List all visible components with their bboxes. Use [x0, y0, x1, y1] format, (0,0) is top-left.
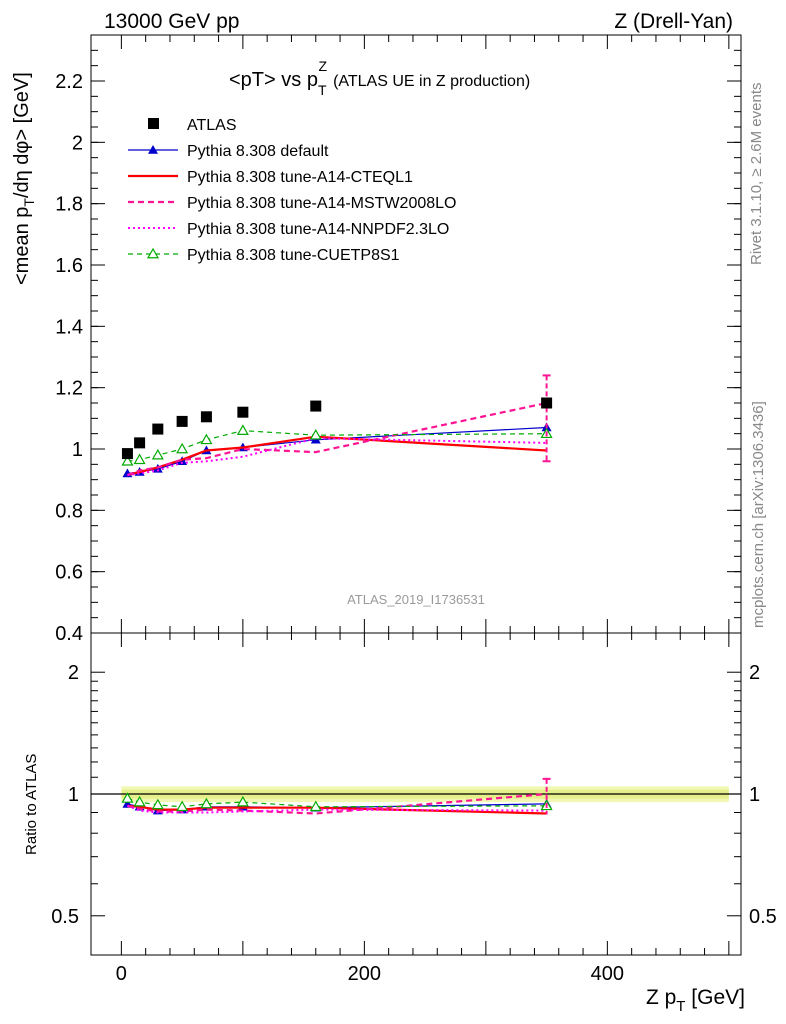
- ratio-tick-label: 2: [68, 662, 79, 684]
- ratio-y-ticks: 0.5 0.5 1 1 2 2: [51, 662, 777, 928]
- open-triangle-marker: [151, 448, 164, 460]
- header-left: 13000 GeV pp: [104, 10, 239, 33]
- atlas-data-point: [134, 437, 146, 449]
- ratio-y-axis-label: Ratio to ATLAS: [23, 754, 40, 855]
- open-triangle-marker: [133, 795, 146, 807]
- ratio-tick-label: 1: [68, 784, 79, 806]
- open-triangle-marker: [176, 800, 189, 812]
- open-triangle-marker: [309, 800, 322, 812]
- y-tick-label: 0.8: [55, 500, 83, 522]
- triangle-marker: [148, 145, 158, 154]
- y-tick-label: 1: [72, 439, 83, 461]
- open-triangle-marker: [121, 455, 134, 466]
- y-tick-label: 0.4: [55, 623, 83, 645]
- legend-label: Pythia 8.308 tune-A14-CTEQL1: [187, 169, 413, 186]
- analysis-watermark: ATLAS_2019_I1736531: [347, 592, 485, 607]
- y-tick-label: 1.2: [55, 378, 83, 400]
- y-tick-label: 1.6: [55, 255, 83, 277]
- series-line: [127, 792, 547, 815]
- title-sub: T: [318, 82, 327, 98]
- header-right: Z (Drell-Yan): [614, 10, 733, 33]
- series-line: [127, 804, 547, 814]
- mcplots-label: mcplots.cern.ch [arXiv:1306.3436]: [750, 401, 767, 628]
- atlas-data-point: [121, 448, 133, 460]
- plot-title: <pT> vs pTZ (ATLAS UE in Z production): [229, 58, 530, 98]
- series-line: [127, 429, 547, 462]
- ratio-tick-label-right: 1: [749, 784, 760, 806]
- open-triangle-marker: [236, 795, 249, 807]
- atlas-data-point: [176, 415, 188, 427]
- ratio-uncertainty-band: [91, 786, 741, 803]
- x-tick-label: 0: [116, 963, 127, 985]
- main-y-axis-label: <mean pT/dη dφ> [GeV]: [11, 72, 37, 285]
- y-tick-label: 0.6: [55, 562, 83, 584]
- y-tick-label: 1.8: [55, 194, 83, 216]
- main-series-layer: [121, 374, 553, 478]
- series-line: [127, 437, 547, 477]
- ratio-tick-label-right: 2: [749, 662, 760, 684]
- legend-label: ATLAS: [187, 117, 237, 134]
- title-sup: Z: [319, 58, 328, 74]
- ratio-tick-label-right: 0.5: [749, 906, 777, 928]
- ratio-series-layer: [121, 777, 553, 815]
- rivet-label: Rivet 3.1.10, ≥ 2.6M events: [748, 83, 765, 266]
- x-axis-label: Z pT [GeV]: [646, 986, 745, 1015]
- x-tick-label: 400: [591, 963, 624, 985]
- x-ticks: 0 200 400: [116, 35, 730, 985]
- open-triangle-marker: [121, 792, 134, 803]
- series-line: [127, 804, 547, 815]
- title-suffix: (ATLAS UE in Z production): [333, 73, 530, 90]
- main-y-ticks: 0.4 0.6 0.8 1 1.2 1.4 1.6 1.8 2 2.2: [55, 34, 741, 645]
- legend-atlas-marker: [148, 118, 159, 129]
- open-triangle-marker: [151, 798, 164, 810]
- open-triangle-marker: [176, 442, 189, 454]
- atlas-data-point: [237, 406, 249, 418]
- legend-label: Pythia 8.308 tune-CUETP8S1: [187, 247, 400, 264]
- atlas-data-point: [541, 397, 553, 409]
- title-prefix: <pT> vs p: [229, 69, 318, 91]
- open-triangle-marker: [146, 247, 160, 259]
- ratio-tick-label: 0.5: [51, 906, 79, 928]
- atlas-data-point: [152, 423, 164, 435]
- open-triangle-marker: [309, 428, 322, 440]
- legend-label: Pythia 8.308 tune-A14-NNPDF2.3LO: [187, 221, 449, 238]
- series-line: [127, 435, 547, 477]
- open-triangle-marker: [133, 453, 146, 465]
- y-tick-label: 1.4: [55, 316, 83, 338]
- open-triangle-marker: [200, 797, 213, 809]
- y-tick-label: 2.2: [55, 71, 83, 93]
- atlas-data-point: [310, 400, 322, 412]
- atlas-data-point: [200, 411, 212, 423]
- x-tick-label: 200: [348, 963, 381, 985]
- legend: ATLAS Pythia 8.308 default Pythia 8.308 tu…: [128, 117, 456, 264]
- y-tick-label: 2: [72, 132, 83, 154]
- legend-label: Pythia 8.308 default: [187, 143, 329, 160]
- series-line: [127, 797, 547, 808]
- legend-label: Pythia 8.308 tune-A14-MSTW2008LO: [187, 195, 456, 212]
- open-triangle-marker: [236, 424, 249, 435]
- open-triangle-marker: [200, 433, 213, 445]
